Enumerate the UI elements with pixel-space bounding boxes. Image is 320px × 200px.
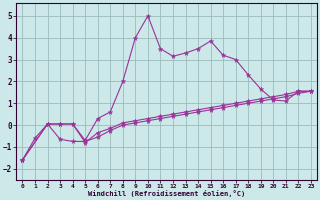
X-axis label: Windchill (Refroidissement éolien,°C): Windchill (Refroidissement éolien,°C): [88, 190, 245, 197]
